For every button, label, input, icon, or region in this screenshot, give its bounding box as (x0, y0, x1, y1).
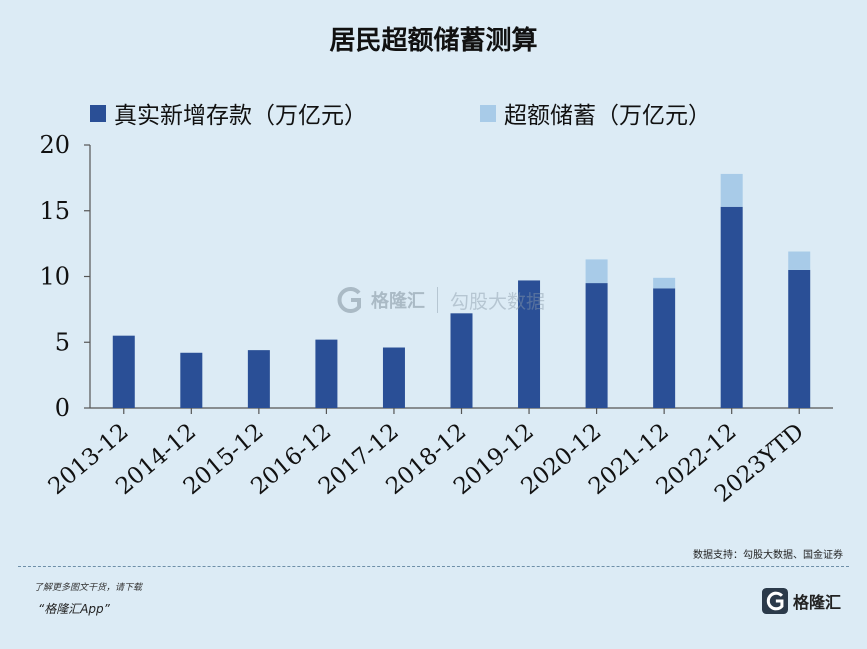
chart: 0 5 10 15 20 2013-12 2014-12 2015-12 2016-12 2017… (0, 80, 867, 550)
bar-deposit (112, 335, 135, 408)
bar-excess-savings (788, 251, 811, 270)
bar-deposit (788, 269, 811, 408)
bar-excess-savings (585, 259, 608, 284)
y-tick-label: 10 (39, 263, 70, 291)
promo-line-1: 了解更多图文干货，请下载 (34, 583, 143, 593)
y-tick-label: 5 (55, 328, 70, 356)
bar-deposit (450, 313, 473, 408)
chart-svg: 051015202013-122014-122015-122016-122017… (39, 103, 833, 508)
bar-deposit (585, 283, 608, 408)
bar-deposit (315, 339, 338, 408)
g-logo-icon (761, 588, 788, 614)
bar-excess-savings (653, 277, 676, 289)
y-tick-label: 15 (39, 197, 70, 225)
promo-line-2: “格隆汇App” (38, 602, 110, 616)
source-note: 数据支持：勾股大数据、国金证券 (693, 550, 843, 561)
divider (18, 566, 849, 567)
legend-label: 超额储蓄（万亿元） (504, 103, 711, 129)
brand-logo: 格隆汇 (761, 588, 841, 614)
page-title: 居民超额储蓄测算 (329, 26, 538, 56)
brand-name: 格隆汇 (792, 593, 841, 612)
legend-swatch (90, 105, 106, 122)
y-tick-label: 0 (55, 394, 70, 422)
bar-excess-savings (720, 173, 743, 207)
bar-deposit (382, 347, 405, 408)
bar-deposit (518, 280, 541, 408)
bar-deposit (247, 350, 270, 408)
bar-deposit (180, 352, 203, 408)
bar-deposit (653, 288, 676, 408)
y-tick-label: 20 (39, 131, 70, 159)
legend-label: 真实新增存款（万亿元） (114, 103, 367, 129)
legend-swatch (480, 105, 496, 122)
bar-deposit (720, 206, 743, 408)
